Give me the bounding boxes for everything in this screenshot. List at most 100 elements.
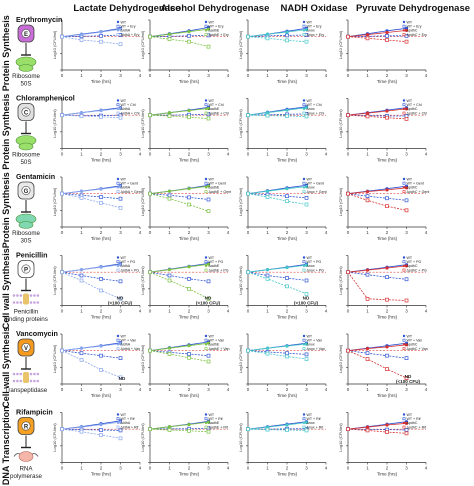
series-point bbox=[385, 275, 389, 280]
series-line-3 bbox=[149, 428, 209, 433]
legend-marker bbox=[116, 177, 120, 181]
legend-marker bbox=[402, 413, 406, 416]
legend-marker bbox=[204, 347, 208, 351]
x-axis-label: Time (hrs) bbox=[277, 393, 298, 398]
drug-badge-letter: E bbox=[24, 32, 28, 38]
series-point bbox=[187, 344, 191, 348]
legend-marker bbox=[402, 343, 406, 346]
legend-marker bbox=[302, 29, 306, 32]
series-point bbox=[304, 263, 309, 267]
x-tick-label: 4 bbox=[325, 466, 328, 471]
legend-label: WT bbox=[121, 413, 127, 417]
series-point bbox=[118, 296, 123, 301]
series-point bbox=[404, 186, 409, 190]
series-point bbox=[365, 272, 370, 277]
legend-label: ΔldhA + Van bbox=[121, 347, 141, 351]
series-point bbox=[206, 106, 211, 111]
series-line-3 bbox=[247, 271, 307, 295]
series-point bbox=[167, 37, 172, 42]
annotation-r3c2: ND bbox=[303, 296, 310, 301]
series-point bbox=[167, 193, 172, 198]
series-point bbox=[60, 348, 64, 353]
series-line-3 bbox=[149, 193, 209, 212]
legend-label: ΔadhE + Rif bbox=[209, 425, 228, 429]
legend-marker bbox=[402, 256, 406, 259]
series-point bbox=[285, 194, 289, 199]
legend-label: WT + Gent bbox=[307, 182, 324, 186]
legend-label: WT bbox=[209, 99, 215, 103]
legend-label: WT + Ery bbox=[307, 25, 322, 29]
legend-marker bbox=[204, 264, 208, 268]
legend-label: WT + Gent bbox=[209, 182, 226, 186]
series-point bbox=[246, 113, 250, 118]
target-label-1: binding proteins bbox=[4, 316, 48, 323]
target-label-0: Penicillin bbox=[14, 309, 39, 316]
annotation-r3c1: ND bbox=[205, 296, 212, 301]
x-tick-label: 4 bbox=[325, 73, 328, 78]
series-point bbox=[206, 197, 211, 202]
x-tick-label: 4 bbox=[325, 309, 328, 314]
series-line-3 bbox=[149, 271, 209, 300]
x-tick-label: 1 bbox=[80, 466, 83, 471]
legend-marker bbox=[116, 256, 120, 259]
legend-marker bbox=[116, 347, 120, 351]
y-axis-label: Log10 (CFU/ml) bbox=[238, 109, 243, 138]
series-point bbox=[285, 38, 289, 43]
x-tick-label: 1 bbox=[266, 230, 269, 235]
series-point bbox=[79, 32, 84, 37]
series-point bbox=[265, 36, 270, 41]
x-tick-label: 0 bbox=[247, 466, 250, 471]
series-point bbox=[118, 375, 123, 380]
series-point bbox=[385, 109, 389, 113]
legend-marker bbox=[402, 417, 406, 421]
series-point bbox=[365, 198, 370, 203]
series-point bbox=[118, 115, 123, 120]
series-line-2 bbox=[247, 422, 307, 430]
series-point bbox=[79, 195, 84, 200]
y-axis-label: Log10 (CFU/ml) bbox=[238, 266, 243, 295]
legend-label: ΔldhA bbox=[121, 29, 131, 33]
series-line-1 bbox=[347, 271, 407, 280]
series-point bbox=[404, 431, 409, 436]
legend-label: Δnox bbox=[307, 421, 315, 425]
legend-marker bbox=[204, 417, 208, 421]
series-line-3 bbox=[61, 193, 121, 209]
series-line-3 bbox=[149, 350, 209, 362]
legend-marker bbox=[302, 111, 306, 115]
membrane-head bbox=[12, 294, 16, 297]
legend-marker bbox=[116, 99, 120, 102]
series-point bbox=[167, 273, 172, 278]
legend-label: ΔpdhC + Gent bbox=[407, 190, 430, 194]
series-line-2 bbox=[61, 108, 121, 116]
membrane-head bbox=[16, 379, 19, 383]
legend-label: WT + Chl bbox=[307, 103, 322, 107]
series-point bbox=[99, 265, 103, 269]
legend-marker bbox=[402, 24, 406, 28]
series-point bbox=[118, 196, 123, 201]
series-point bbox=[265, 32, 270, 36]
annotation-r3c1b: (<100 CFU) bbox=[196, 301, 221, 306]
legend-marker bbox=[204, 103, 208, 107]
series-line-2 bbox=[61, 343, 121, 352]
x-tick-label: 0 bbox=[247, 230, 250, 235]
legend-marker bbox=[302, 103, 306, 107]
series-line-2 bbox=[61, 186, 121, 195]
x-tick-label: 3 bbox=[405, 152, 408, 157]
legend-label: WT bbox=[307, 20, 313, 24]
series-point bbox=[99, 108, 103, 113]
x-axis-label: Time (hrs) bbox=[377, 158, 398, 163]
x-tick-label: 0 bbox=[347, 73, 350, 78]
series-point bbox=[79, 111, 84, 115]
series-point bbox=[187, 286, 191, 291]
x-tick-label: 1 bbox=[168, 387, 171, 392]
target-label-0: Transpeptidase bbox=[5, 387, 48, 394]
series-point bbox=[304, 27, 309, 32]
x-tick-label: 0 bbox=[61, 230, 64, 235]
legend-marker bbox=[204, 421, 208, 425]
series-point bbox=[167, 428, 172, 432]
x-tick-label: 1 bbox=[80, 387, 83, 392]
